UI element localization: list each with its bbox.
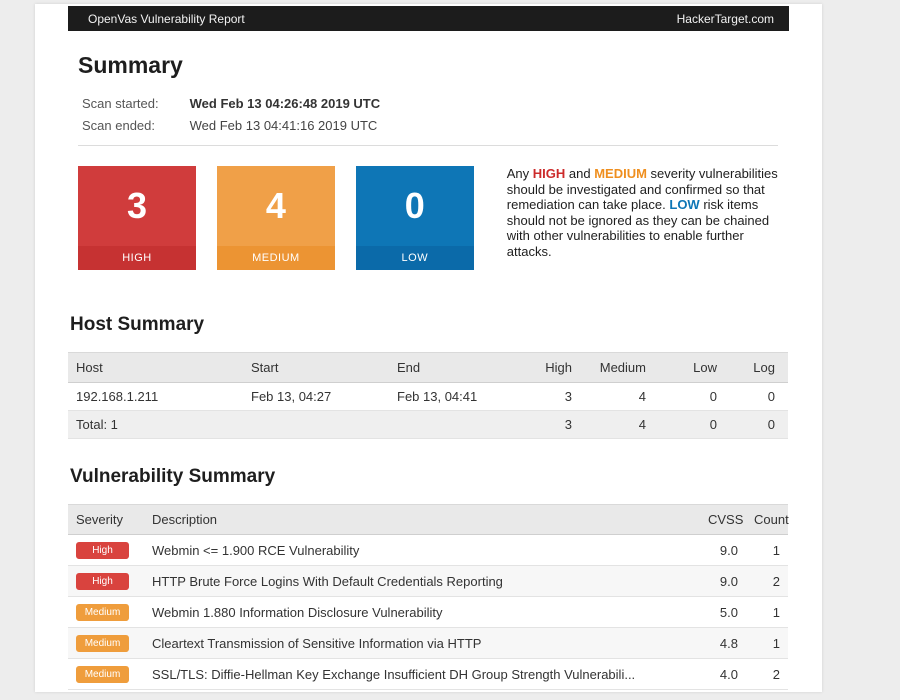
note-text: Any	[506, 166, 533, 181]
log-column-header: Log	[725, 352, 788, 383]
medium-cell: 4	[580, 382, 654, 411]
end-cell: Feb 13, 04:41	[389, 382, 514, 411]
log-cell: 0	[725, 410, 788, 439]
end-column-header: End	[389, 352, 514, 383]
high-column-header: High	[514, 352, 580, 383]
cvss-cell: 5.0	[700, 596, 746, 628]
high-stat-box: 3 HIGH	[78, 166, 196, 270]
low-column-header: Low	[654, 352, 725, 383]
scan-started-value: Wed Feb 13 04:26:48 2019 UTC	[189, 96, 381, 111]
cvss-cell: 4.0	[700, 658, 746, 690]
severity-cell: Medium	[68, 627, 144, 659]
scan-ended-label: Scan ended:	[82, 118, 156, 133]
count-cell: 2	[746, 565, 788, 597]
vulnerability-summary-heading: Vulnerability Summary	[70, 466, 276, 487]
report-title: OpenVas Vulnerability Report	[88, 11, 245, 26]
severity-cell: High	[68, 565, 144, 597]
vulnerability-row: Medium Cleartext Transmission of Sensiti…	[68, 627, 788, 659]
summary-heading: Summary	[78, 52, 183, 78]
total-label-cell: Total: 1	[68, 410, 243, 439]
note-low-word: LOW	[669, 197, 700, 213]
count-cell: 1	[746, 596, 788, 628]
cvss-cell: 9.0	[700, 534, 746, 566]
log-cell: 0	[725, 382, 788, 411]
description-cell: Webmin 1.880 Information Disclosure Vuln…	[144, 596, 700, 628]
severity-cell: Medium	[68, 658, 144, 690]
medium-stat-label: MEDIUM	[216, 246, 335, 270]
host-summary-table: Host Start End High Medium Low Log 192.1…	[68, 352, 788, 439]
host-column-header: Host	[68, 352, 243, 383]
note-high-word: HIGH	[532, 166, 566, 181]
report-header-bar: OpenVas Vulnerability Report HackerTarge…	[68, 6, 789, 31]
count-cell: 1	[746, 534, 788, 566]
count-cell: 2	[746, 658, 788, 690]
medium-count: 4	[216, 166, 335, 246]
description-cell: Webmin <= 1.900 RCE Vulnerability	[144, 534, 700, 566]
site-name: HackerTarget.com	[676, 11, 774, 26]
scan-ended-value: Wed Feb 13 04:41:16 2019 UTC	[189, 118, 378, 133]
divider	[78, 145, 778, 146]
count-column-header: Count	[746, 504, 789, 535]
medium-cell: 4	[580, 410, 654, 439]
vulnerability-row: High HTTP Brute Force Logins With Defaul…	[68, 565, 788, 597]
severity-stats: 3 HIGH 4 MEDIUM 0 LOW Any HIGH and MEDIU…	[78, 166, 789, 270]
note-text: severity vulnerabilities should be inves…	[506, 166, 778, 213]
description-cell: Cleartext Transmission of Sensitive Info…	[144, 627, 700, 659]
start-cell: Feb 13, 04:27	[243, 382, 389, 411]
severity-badge-high: High	[76, 542, 129, 559]
report-page: OpenVas Vulnerability Report HackerTarge…	[35, 4, 822, 692]
host-summary-section: Host Summary Host Start End High Medium …	[68, 314, 789, 439]
high-cell: 3	[514, 410, 580, 439]
severity-badge-medium: Medium	[76, 635, 129, 652]
host-cell: 192.168.1.211	[68, 382, 243, 411]
scan-started-label: Scan started:	[82, 96, 159, 111]
note-medium-word: MEDIUM	[594, 166, 647, 181]
medium-column-header: Medium	[580, 352, 654, 383]
note-text: risk items should not be ignored as they…	[506, 197, 770, 259]
note-text: and	[565, 166, 595, 181]
vuln-table-header-row: Severity Description CVSS Count	[68, 504, 789, 535]
severity-column-header: Severity	[68, 504, 144, 535]
description-cell: HTTP Brute Force Logins With Default Cre…	[144, 565, 700, 597]
vulnerability-summary-section: Vulnerability Summary Severity Descripti…	[68, 466, 789, 690]
scan-ended-row: Scan ended: Wed Feb 13 04:41:16 2019 UTC	[82, 118, 789, 133]
high-stat-label: HIGH	[78, 246, 196, 270]
medium-stat-box: 4 MEDIUM	[216, 166, 335, 270]
low-cell: 0	[654, 410, 725, 439]
low-count: 0	[355, 166, 474, 246]
summary-section: Summary Scan started: Wed Feb 13 04:26:4…	[68, 52, 789, 270]
vulnerability-row: High Webmin <= 1.900 RCE Vulnerability 9…	[68, 534, 788, 566]
scan-times: Scan started: Wed Feb 13 04:26:48 2019 U…	[82, 96, 789, 133]
cvss-cell: 9.0	[700, 565, 746, 597]
severity-badge-medium: Medium	[76, 666, 129, 683]
host-row: 192.168.1.211 Feb 13, 04:27 Feb 13, 04:4…	[68, 382, 788, 411]
severity-badge-medium: Medium	[76, 604, 129, 621]
low-stat-box: 0 LOW	[355, 166, 474, 270]
low-cell: 0	[654, 382, 725, 411]
start-cell	[243, 410, 389, 439]
description-column-header: Description	[144, 504, 700, 535]
high-cell: 3	[514, 382, 580, 411]
scan-started-row: Scan started: Wed Feb 13 04:26:48 2019 U…	[82, 96, 789, 111]
severity-badge-high: High	[76, 573, 129, 590]
severity-cell: Medium	[68, 596, 144, 628]
start-column-header: Start	[243, 352, 389, 383]
severity-note: Any HIGH and MEDIUM severity vulnerabili…	[507, 166, 789, 260]
cvss-cell: 4.8	[700, 627, 746, 659]
severity-cell: High	[68, 534, 144, 566]
description-cell: SSL/TLS: Diffie-Hellman Key Exchange Ins…	[144, 658, 700, 690]
vulnerability-summary-table: Severity Description CVSS Count High Web…	[68, 504, 789, 690]
host-total-row: Total: 1 3 4 0 0	[68, 410, 788, 439]
cvss-column-header: CVSS	[700, 504, 746, 535]
count-cell: 1	[746, 627, 788, 659]
low-stat-label: LOW	[355, 246, 474, 270]
high-count: 3	[78, 166, 196, 246]
vulnerability-row: Medium SSL/TLS: Diffie-Hellman Key Excha…	[68, 658, 788, 690]
report-content: Summary Scan started: Wed Feb 13 04:26:4…	[35, 52, 822, 690]
host-summary-heading: Host Summary	[70, 314, 205, 335]
host-table-header-row: Host Start End High Medium Low Log	[68, 352, 788, 383]
end-cell	[389, 410, 514, 439]
vulnerability-row: Medium Webmin 1.880 Information Disclosu…	[68, 596, 788, 628]
